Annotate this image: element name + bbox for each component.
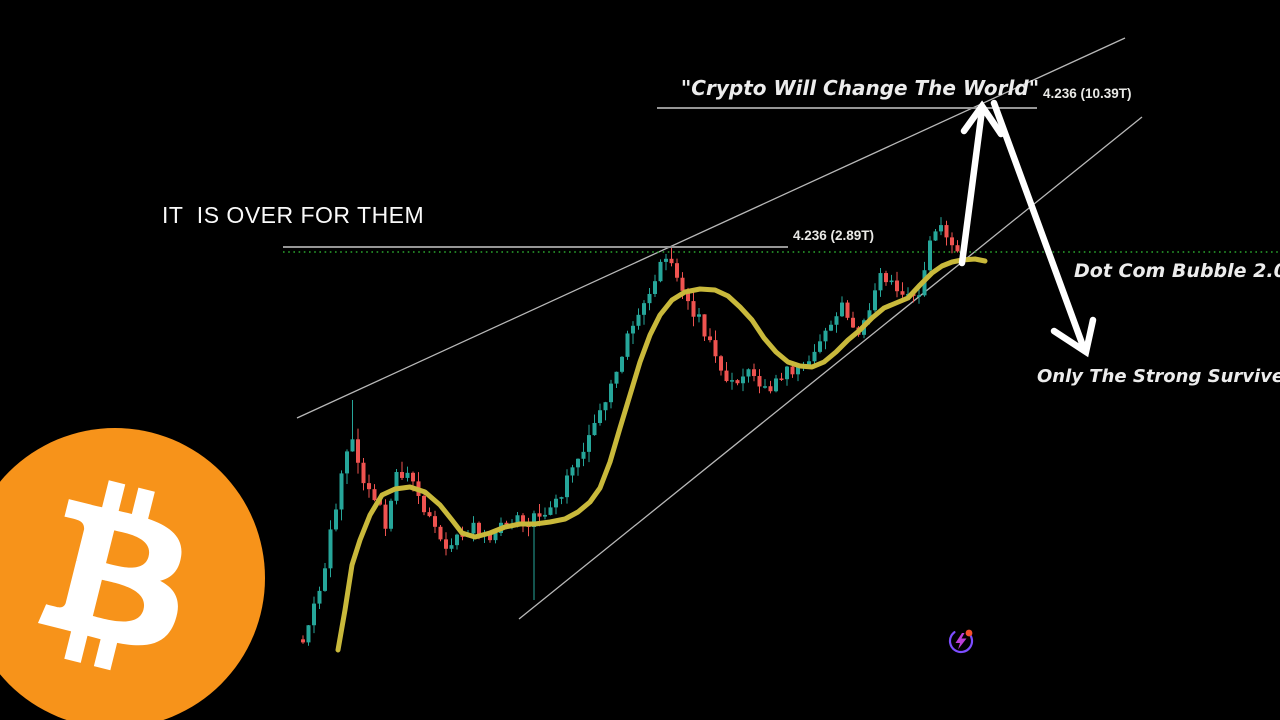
fib-extension-lines bbox=[283, 107, 1037, 248]
channel-trendlines bbox=[296, 37, 1143, 620]
lightning-streak-icon[interactable] bbox=[942, 622, 980, 660]
fib-label-mid: 4.236 (2.89T) bbox=[793, 228, 875, 243]
annotation-arrows bbox=[958, 99, 1097, 358]
moving-average-line bbox=[335, 256, 988, 653]
streak-dot bbox=[965, 629, 973, 637]
candlesticks bbox=[301, 217, 960, 646]
annotation-strong-survive: Only The Strong Survive bbox=[1037, 366, 1280, 387]
quote-text: "Crypto Will Change The World" bbox=[680, 76, 1040, 100]
bitcoin-b-symbol bbox=[37, 480, 182, 671]
bitcoin-logo-icon bbox=[0, 428, 265, 720]
headline-text: IT IS OVER FOR THEM bbox=[162, 202, 425, 228]
fib-label-top: 4.236 (10.39T) bbox=[1043, 86, 1132, 101]
annotation-dotcom-bubble: Dot Com Bubble 2.0 bbox=[1074, 260, 1280, 282]
lightning-bolt-icon bbox=[955, 633, 967, 650]
